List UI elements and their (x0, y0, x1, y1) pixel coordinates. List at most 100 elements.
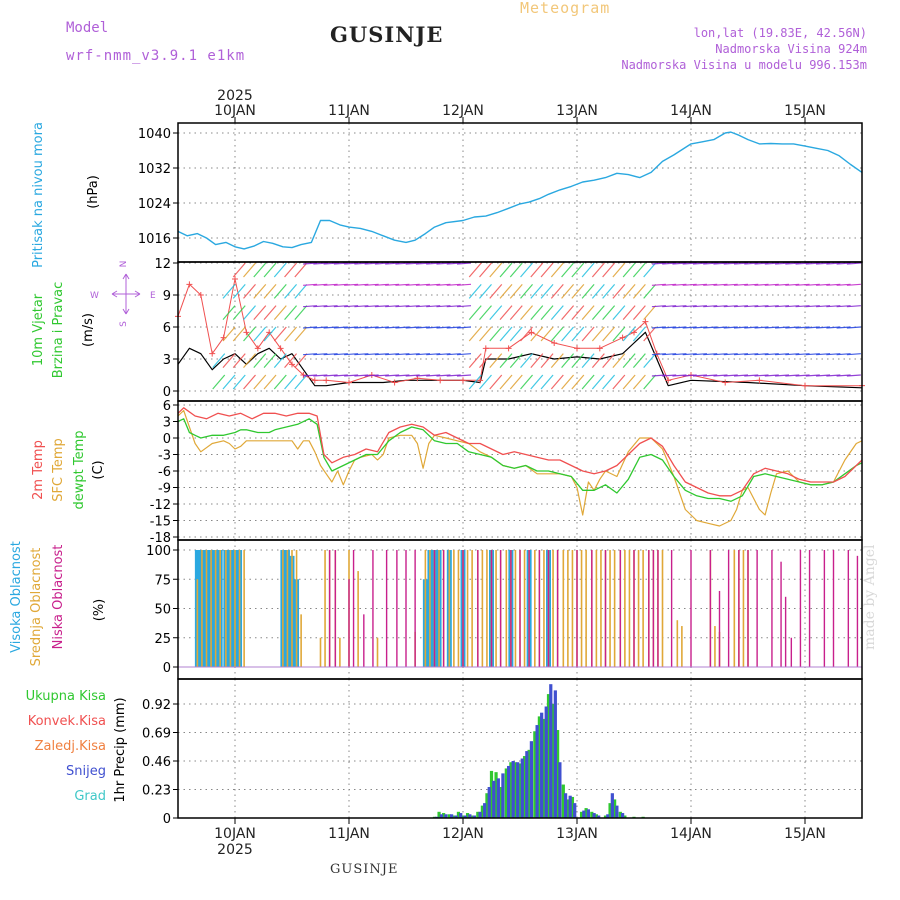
wind-barb (520, 374, 533, 390)
total-precip-bar (590, 811, 594, 818)
low-cloud-bar (823, 550, 826, 667)
low-cloud-bar (709, 550, 712, 667)
wind-barb (273, 374, 287, 390)
low-cloud-bar (528, 550, 530, 667)
low-cloud-bar (328, 550, 331, 667)
wind-barb (682, 374, 697, 377)
wind-barb (426, 353, 441, 356)
mid-cloud-bar (628, 550, 631, 667)
mid-cloud-bar (495, 550, 497, 667)
wind-barb (364, 305, 379, 308)
wind-barb (294, 283, 308, 299)
wind-gust-marker (596, 345, 603, 352)
snow-bar (535, 725, 539, 818)
wind-barb (243, 374, 256, 390)
wind-barb (323, 353, 338, 356)
dewpt-line (177, 418, 863, 502)
pressure-unit: (hPa) (86, 175, 101, 209)
wind-barb (284, 305, 298, 321)
wind-barb (744, 326, 759, 329)
wind-barb (468, 283, 482, 299)
wind-barb (446, 353, 461, 356)
y-tick-label: 1040 (138, 127, 171, 142)
wind-barb (744, 374, 759, 377)
low-cloud-bar (348, 579, 350, 667)
wind-barb (323, 262, 338, 265)
snow-bar (511, 761, 515, 818)
wind-barb (202, 375, 214, 389)
wind-barb (692, 374, 708, 377)
snow-bar (529, 741, 533, 818)
wind-barb (213, 263, 225, 277)
low-cloud-bar (657, 550, 659, 667)
wind-barb (446, 326, 461, 329)
wind-barb (550, 262, 564, 278)
low-cloud-bar (832, 550, 835, 667)
wind-barb (754, 305, 769, 308)
wind-barb (468, 262, 482, 278)
wind-barb (212, 353, 226, 369)
mid-cloud-bar (534, 550, 536, 667)
snow-bar (496, 778, 500, 818)
wind-barb (561, 305, 575, 321)
wind-barb (816, 262, 831, 265)
wind-barb (764, 262, 779, 265)
total-precip-bar (494, 772, 498, 818)
mid-cloud-bar (429, 550, 431, 667)
wind-barb (489, 262, 503, 278)
wind-barb (479, 353, 492, 369)
mid-cloud-bar (201, 550, 203, 667)
wind-gust-marker (631, 329, 637, 336)
low-cloud-bar (591, 550, 593, 667)
total-precip-bar (623, 815, 627, 818)
wind-gust-marker (477, 377, 484, 384)
wind-barb (692, 326, 708, 329)
low-cloud-bar (538, 550, 541, 667)
wind-barb (294, 262, 308, 278)
wind-barb (774, 283, 790, 286)
wind-barb (643, 326, 657, 342)
wind-barb (405, 283, 420, 286)
x-day-label-bottom: 11JAN (328, 826, 370, 842)
wind-barb (754, 283, 769, 286)
wind-barb (223, 263, 235, 277)
wind-barb (692, 262, 708, 265)
wind-barb (805, 305, 820, 308)
wind-barb (294, 374, 308, 390)
wind-barb (530, 326, 544, 342)
y-tick-label: 0 (163, 385, 171, 400)
wind-barb (182, 306, 194, 320)
wind-barb (733, 283, 749, 286)
wind-barb (723, 326, 738, 329)
wind-barb (632, 305, 646, 321)
mid-cloud-bar (714, 626, 716, 667)
wind-barb (426, 326, 441, 329)
wind-gust-marker (482, 345, 489, 352)
low-cloud-bar (727, 550, 730, 667)
wind-barb (294, 326, 308, 342)
wind-barb (540, 353, 554, 369)
wind-barb (602, 305, 616, 321)
wind-gust-marker (346, 379, 352, 386)
wind-barb (550, 353, 564, 369)
sfc-temp-axis-title: SFC Temp (51, 438, 66, 502)
wind-barb (713, 305, 728, 308)
wind-barb (479, 374, 492, 390)
low-cloud-bar (334, 550, 337, 667)
snow-bar (483, 803, 487, 818)
total-precip-bar (447, 814, 451, 818)
wind-barb (489, 326, 503, 342)
total-precip-bar (613, 799, 617, 818)
total-precip-bar (561, 784, 565, 818)
wind-barb (581, 374, 595, 390)
wind-barb (333, 305, 348, 308)
wind-barb (550, 326, 564, 342)
mid-cloud-bar (609, 550, 611, 667)
wind-barb (785, 283, 800, 286)
mid-cloud-bar (234, 550, 236, 667)
wind-barb (612, 326, 626, 342)
x-day-label-bottom: 13JAN (556, 826, 598, 842)
wind-barb (805, 326, 820, 329)
wind-barb (333, 326, 348, 329)
snow-bar (492, 780, 496, 818)
